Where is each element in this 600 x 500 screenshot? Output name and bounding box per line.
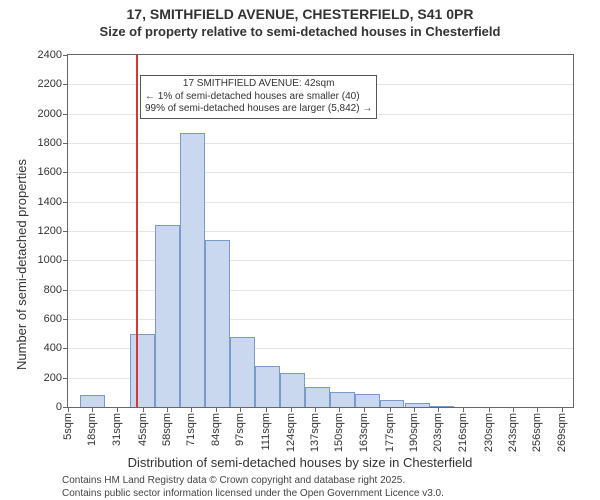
histogram-bar: [130, 334, 155, 407]
gridline: [68, 172, 573, 173]
histogram-bar: [380, 400, 405, 407]
footer-line1: Contains HM Land Registry data © Crown c…: [62, 474, 444, 487]
y-tick-label: 1000: [38, 254, 68, 266]
histogram-bar: [280, 373, 305, 407]
histogram-bar: [355, 394, 380, 407]
x-tick-label: 71sqm: [185, 407, 197, 446]
y-tick-label: 800: [44, 284, 68, 296]
x-tick-label: 256sqm: [531, 407, 543, 452]
page-title-line1: 17, SMITHFIELD AVENUE, CHESTERFIELD, S41…: [0, 6, 600, 24]
x-tick-label: 18sqm: [86, 407, 98, 446]
y-tick-label: 2000: [38, 108, 68, 120]
property-marker-line: [136, 55, 138, 407]
histogram-bar: [305, 387, 330, 407]
histogram-bar: [230, 337, 255, 407]
gridline: [68, 231, 573, 232]
x-tick-label: 203sqm: [432, 407, 444, 452]
gridline: [68, 290, 573, 291]
histogram-bar: [180, 133, 205, 407]
footer-line2: Contains public sector information licen…: [62, 487, 444, 500]
y-tick-label: 2200: [38, 78, 68, 90]
x-tick-label: 190sqm: [408, 407, 420, 452]
histogram-chart: 0200400600800100012001400160018002000220…: [67, 54, 574, 408]
x-tick-label: 58sqm: [161, 407, 173, 446]
annotation-line: ← 1% of semi-detached houses are smaller…: [145, 91, 372, 104]
x-tick-label: 243sqm: [507, 407, 519, 452]
page-title-line2: Size of property relative to semi-detach…: [0, 24, 600, 40]
x-tick-label: 31sqm: [111, 407, 123, 446]
histogram-bar: [205, 240, 230, 407]
x-tick-label: 216sqm: [457, 407, 469, 452]
gridline: [68, 319, 573, 320]
x-tick-label: 177sqm: [384, 407, 396, 452]
y-tick-label: 200: [44, 372, 68, 384]
y-axis-label: Number of semi-detached properties: [14, 159, 29, 370]
gridline: [68, 202, 573, 203]
x-tick-label: 5sqm: [62, 407, 74, 440]
x-tick-label: 97sqm: [234, 407, 246, 446]
histogram-bar: [255, 366, 280, 407]
x-tick-label: 124sqm: [285, 407, 297, 452]
x-tick-label: 163sqm: [358, 407, 370, 452]
y-tick-label: 1200: [38, 225, 68, 237]
annotation-box: 17 SMITHFIELD AVENUE: 42sqm← 1% of semi-…: [140, 75, 377, 119]
y-tick-label: 600: [44, 313, 68, 325]
x-tick-label: 111sqm: [260, 407, 272, 451]
gridline: [68, 143, 573, 144]
histogram-bar: [330, 392, 355, 407]
y-tick-label: 1600: [38, 166, 68, 178]
x-tick-label: 137sqm: [309, 407, 321, 452]
y-tick-label: 400: [44, 342, 68, 354]
x-tick-label: 269sqm: [556, 407, 568, 452]
histogram-bar: [155, 225, 180, 407]
y-tick-label: 1400: [38, 196, 68, 208]
gridline: [68, 260, 573, 261]
histogram-bar: [80, 395, 105, 407]
y-tick-label: 1800: [38, 137, 68, 149]
x-tick-label: 84sqm: [210, 407, 222, 446]
annotation-line: 17 SMITHFIELD AVENUE: 42sqm: [145, 78, 372, 91]
x-tick-label: 45sqm: [137, 407, 149, 446]
x-tick-label: 230sqm: [483, 407, 495, 452]
y-tick-label: 2400: [38, 49, 68, 61]
annotation-line: 99% of semi-detached houses are larger (…: [145, 103, 372, 116]
x-tick-label: 150sqm: [333, 407, 345, 452]
x-axis-label: Distribution of semi-detached houses by …: [0, 455, 600, 470]
